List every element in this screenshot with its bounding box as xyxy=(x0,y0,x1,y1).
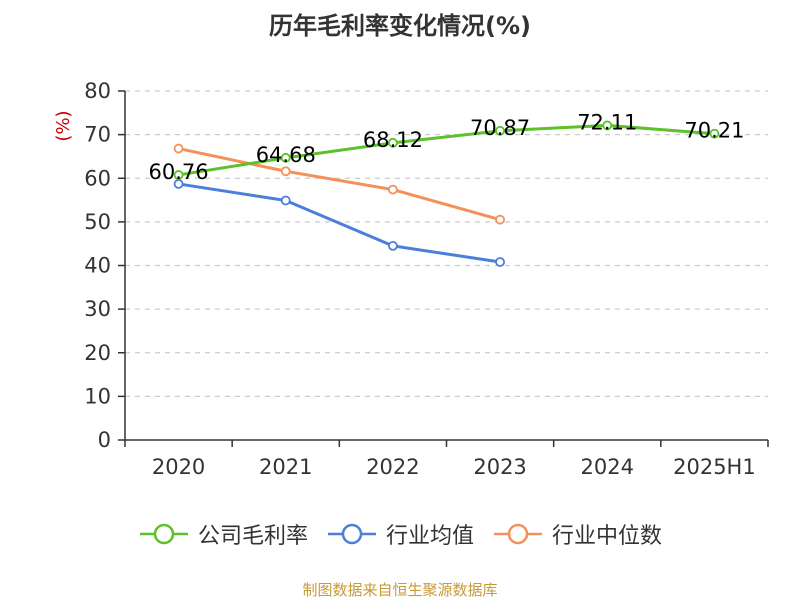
legend-item[interactable]: 公司毛利率 xyxy=(138,518,308,550)
legend: 公司毛利率 行业均值 行业中位数 xyxy=(0,518,800,550)
x-tick-label: 2022 xyxy=(366,455,419,479)
y-tick-label: 70 xyxy=(84,123,111,147)
data-point[interactable] xyxy=(388,184,398,195)
legend-label: 行业中位数 xyxy=(552,524,663,549)
data-label: 72.11 xyxy=(577,110,637,134)
data-label: 68.12 xyxy=(363,128,423,152)
y-tick-label: 40 xyxy=(84,254,111,278)
y-axis-unit: (%) xyxy=(53,110,74,141)
legend-marker-icon xyxy=(494,523,542,545)
data-point[interactable] xyxy=(495,125,505,136)
y-tick-label: 50 xyxy=(84,210,111,234)
y-tick-label: 10 xyxy=(84,384,111,408)
data-label: 70.87 xyxy=(470,116,530,140)
y-tick-label: 20 xyxy=(84,341,111,365)
data-label: 70.21 xyxy=(684,119,744,143)
legend-marker-icon xyxy=(327,523,376,545)
series-line xyxy=(178,147,501,222)
data-point[interactable] xyxy=(280,152,291,163)
grid-layer xyxy=(125,90,768,397)
data-point[interactable] xyxy=(602,120,613,131)
y-tick-label: 80 xyxy=(84,79,111,103)
y-tick-label: 60 xyxy=(84,166,111,190)
data-point[interactable] xyxy=(173,170,184,180)
data-point[interactable] xyxy=(388,137,398,148)
source-note: 制图数据来自恒生聚源数据库 xyxy=(302,581,498,599)
data-point[interactable] xyxy=(280,166,291,177)
x-tick-label: 2020 xyxy=(152,455,205,479)
x-tick-label: 2023 xyxy=(473,455,526,479)
data-point[interactable] xyxy=(388,240,398,251)
data-point[interactable] xyxy=(280,195,291,206)
legend-marker-icon xyxy=(139,523,188,545)
data-point[interactable] xyxy=(709,128,720,139)
data-point[interactable] xyxy=(495,214,505,225)
data-point[interactable] xyxy=(173,143,184,154)
data-label: 64.68 xyxy=(256,143,316,167)
series-layer xyxy=(173,120,720,267)
x-tick-label: 2024 xyxy=(581,455,634,479)
chart-title: 历年毛利率变化情况(%) xyxy=(269,12,531,40)
legend-item[interactable]: 行业均值 xyxy=(326,518,474,550)
data-point[interactable] xyxy=(173,179,184,189)
legend-circle xyxy=(507,523,529,545)
label-layer: 60.76 64.68 68.12 70.87 72.11 70.21 xyxy=(149,110,745,184)
legend-label: 公司毛利率 xyxy=(197,524,308,549)
data-label: 60.76 xyxy=(149,160,209,184)
legend-circle xyxy=(341,523,363,545)
legend-circle xyxy=(153,523,175,545)
x-tick-label: 2025H1 xyxy=(673,455,756,479)
legend-item[interactable]: 行业中位数 xyxy=(492,518,662,550)
series-line xyxy=(178,123,715,177)
x-tick-label: 2021 xyxy=(259,455,312,479)
series-line xyxy=(178,182,501,264)
axis-layer: 0 10 20 30 40 50 60 70 80 2020 2021 2022 2023 2024 202… xyxy=(84,79,769,479)
data-point[interactable] xyxy=(495,257,505,267)
legend-label: 行业均值 xyxy=(385,524,474,549)
y-tick-label: 30 xyxy=(84,297,111,321)
y-tick-label: 0 xyxy=(98,428,111,452)
